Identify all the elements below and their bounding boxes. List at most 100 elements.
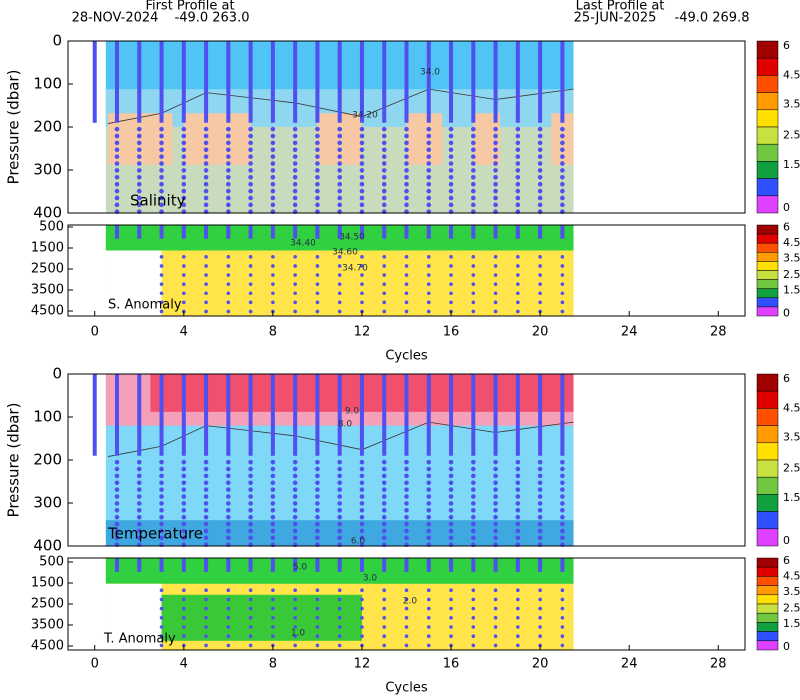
profile-dot <box>448 154 454 159</box>
profile-dot <box>136 466 142 472</box>
colorbar-cell <box>756 126 779 145</box>
profile-dot <box>448 181 454 187</box>
profile-dot <box>426 202 432 208</box>
profile-dot <box>471 188 476 194</box>
profile-dot <box>426 643 431 648</box>
profile-dot <box>537 494 543 499</box>
profile-dot <box>493 487 498 492</box>
profile-dot <box>226 282 231 286</box>
profile-dot <box>560 133 565 139</box>
profile-dot <box>560 161 565 166</box>
profile-dot <box>471 487 476 492</box>
profile-dot <box>271 625 275 629</box>
profile-dot <box>182 282 186 286</box>
profile-dot <box>471 528 476 534</box>
profile-dot <box>315 273 320 277</box>
profile-dot <box>426 625 431 629</box>
profile-dot <box>515 147 521 153</box>
profile-dot <box>315 616 320 620</box>
y-tick-label: 400 <box>33 537 62 555</box>
profile-dot <box>381 133 387 139</box>
profile-dot <box>271 588 275 592</box>
profile-dot <box>426 282 431 286</box>
profile-dot <box>114 521 120 527</box>
profile-dot <box>159 501 164 506</box>
profile-dot <box>315 264 320 268</box>
profile-dot <box>359 514 365 520</box>
profile-dot <box>537 480 543 486</box>
colorbar-cell <box>756 252 779 262</box>
y-tick-label: 400 <box>33 204 62 222</box>
profile-dot <box>449 273 453 277</box>
profile-dot <box>359 154 365 159</box>
profile-dot <box>360 273 364 277</box>
profile-dot <box>159 487 164 492</box>
profile-dot <box>159 606 164 611</box>
profile-dot <box>404 161 409 166</box>
profile-dot <box>337 282 342 286</box>
y-tick-label: 4500 <box>31 304 64 319</box>
profile-dot <box>337 188 342 194</box>
profile-dot <box>136 181 142 187</box>
profile-dot <box>515 188 521 194</box>
profile-dot <box>292 140 298 146</box>
profile-dot <box>381 487 387 492</box>
profile-dot <box>381 466 387 472</box>
profile-dot <box>159 161 164 166</box>
profile-dot <box>248 528 253 534</box>
profile-dot <box>159 175 164 180</box>
profile-dot <box>159 597 164 602</box>
profile-dot <box>537 521 543 527</box>
profile-dot <box>181 154 187 159</box>
profile-dot <box>182 616 186 620</box>
profile-dot <box>404 494 409 499</box>
profile-dot <box>516 634 520 638</box>
colorbar-cell <box>756 585 779 596</box>
profile-dot <box>516 309 520 314</box>
profile-dot <box>270 195 276 201</box>
profile-dot <box>181 528 187 534</box>
profile-dot <box>516 616 520 620</box>
profile-dot <box>448 514 454 520</box>
profile-dot <box>359 195 365 201</box>
profile-dot <box>203 181 209 187</box>
profile-dot <box>515 466 521 472</box>
profile-dot <box>537 126 543 132</box>
profile-dot <box>271 282 275 286</box>
y-tick-label: 4500 <box>31 639 64 654</box>
profile-dot <box>159 643 164 648</box>
last-label: Last Profile at <box>576 0 665 14</box>
profile-dot <box>226 195 231 201</box>
profile-dot <box>315 514 320 520</box>
profile-dot <box>359 147 365 153</box>
profile-dot <box>560 264 565 268</box>
profile-dot <box>471 616 476 620</box>
colorbar-cell <box>756 640 779 651</box>
profile-dot <box>382 300 387 305</box>
profile-dot <box>426 291 431 296</box>
profile-dot <box>382 597 387 602</box>
profile-dot <box>448 473 454 479</box>
profile-dot <box>404 181 409 187</box>
profile-dot <box>448 466 454 472</box>
profile-dot <box>404 195 409 201</box>
profile-dot <box>136 202 142 208</box>
colorbar-cell <box>756 161 779 179</box>
profile-dot <box>493 508 498 513</box>
profile-dot <box>114 514 120 520</box>
profile-dot <box>226 487 231 492</box>
profile-dot <box>515 508 521 513</box>
profile-dot <box>537 466 543 472</box>
profile-dot <box>471 175 476 180</box>
profile-dot <box>404 528 409 534</box>
profile-dot <box>315 195 320 201</box>
profile-dot <box>159 634 164 638</box>
profile-dot <box>471 161 476 166</box>
profile-dot <box>159 188 164 194</box>
profile-dot <box>359 168 365 173</box>
profile-dot <box>493 133 498 139</box>
colorbar-label: 2.5 <box>783 462 800 475</box>
profile-dot <box>270 188 276 194</box>
profile-dot <box>270 514 276 520</box>
profile-dot <box>337 264 342 268</box>
